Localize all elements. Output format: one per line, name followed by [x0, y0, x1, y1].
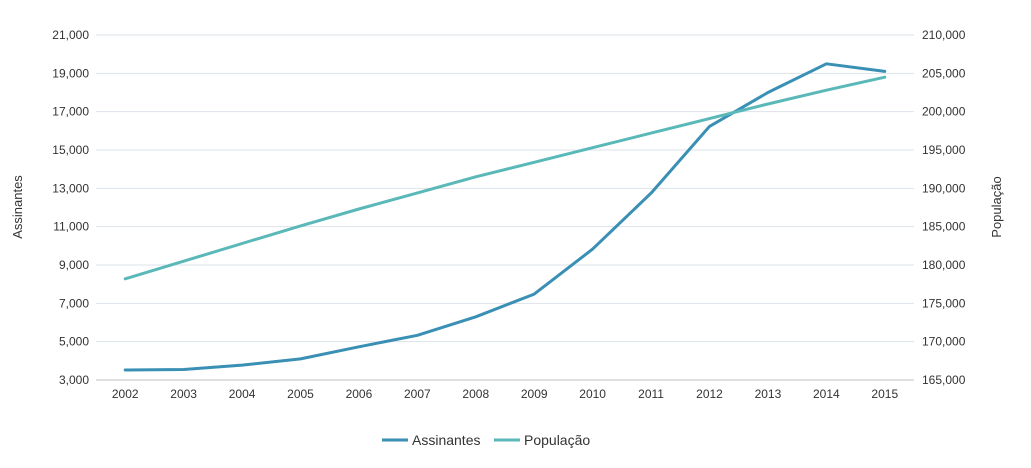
- right-tick-label: 200,000: [922, 105, 966, 119]
- left-tick-label: 13,000: [52, 181, 89, 195]
- x-tick-label: 2005: [287, 387, 314, 401]
- x-tick-label: 2003: [170, 387, 197, 401]
- right-tick-label: 165,000: [922, 373, 966, 387]
- left-tick-label: 21,000: [52, 28, 89, 42]
- x-tick-label: 2015: [871, 387, 898, 401]
- x-tick-label: 2004: [229, 387, 256, 401]
- x-tick-label: 2008: [462, 387, 489, 401]
- right-tick-label: 170,000: [922, 335, 966, 349]
- right-axis-title: População: [989, 176, 1004, 237]
- right-tick-label: 205,000: [922, 66, 966, 80]
- left-tick-label: 19,000: [52, 66, 89, 80]
- legend[interactable]: Assinantes População: [382, 432, 590, 448]
- right-tick-label: 185,000: [922, 220, 966, 234]
- series-lines: [123, 62, 887, 372]
- left-tick-label: 15,000: [52, 143, 89, 157]
- legend-item-assinantes[interactable]: Assinantes: [382, 432, 480, 448]
- x-tick-label: 2002: [112, 387, 139, 401]
- left-axis-ticks: 3,000 5,000 7,000 9,000 11,000 13,000 15,000 17…: [52, 28, 89, 387]
- right-tick-label: 180,000: [922, 258, 966, 272]
- legend-label-assinantes: Assinantes: [412, 432, 480, 448]
- x-tick-label: 2011: [638, 387, 664, 401]
- left-tick-label: 5,000: [59, 335, 89, 349]
- x-axis-ticks: 2002 2003 2004 2005 2006 2007 2008 2009 2010 2011…: [112, 387, 899, 401]
- x-tick-label: 2010: [579, 387, 606, 401]
- left-tick-label: 3,000: [59, 373, 89, 387]
- legend-label-populacao: População: [524, 432, 590, 448]
- legend-item-populacao[interactable]: População: [494, 432, 590, 448]
- series-line-populacao[interactable]: [123, 75, 887, 281]
- x-tick-label: 2013: [755, 387, 782, 401]
- right-tick-label: 210,000: [922, 28, 966, 42]
- x-tick-label: 2006: [346, 387, 373, 401]
- right-tick-label: 190,000: [922, 181, 966, 195]
- x-tick-label: 2012: [696, 387, 723, 401]
- left-tick-label: 11,000: [53, 220, 89, 234]
- left-tick-label: 17,000: [52, 105, 89, 119]
- series-line-assinantes[interactable]: [123, 62, 887, 372]
- right-tick-label: 195,000: [922, 143, 966, 157]
- gridlines: [96, 34, 914, 381]
- x-tick-label: 2009: [521, 387, 548, 401]
- left-tick-label: 9,000: [59, 258, 89, 272]
- right-axis-ticks: 165,000 170,000 175,000 180,000 185,000 190,0…: [922, 28, 966, 387]
- x-tick-label: 2007: [404, 387, 431, 401]
- left-axis-title: Assinantes: [10, 175, 25, 239]
- left-tick-label: 7,000: [59, 296, 89, 310]
- x-tick-label: 2014: [813, 387, 840, 401]
- right-tick-label: 175,000: [922, 296, 966, 310]
